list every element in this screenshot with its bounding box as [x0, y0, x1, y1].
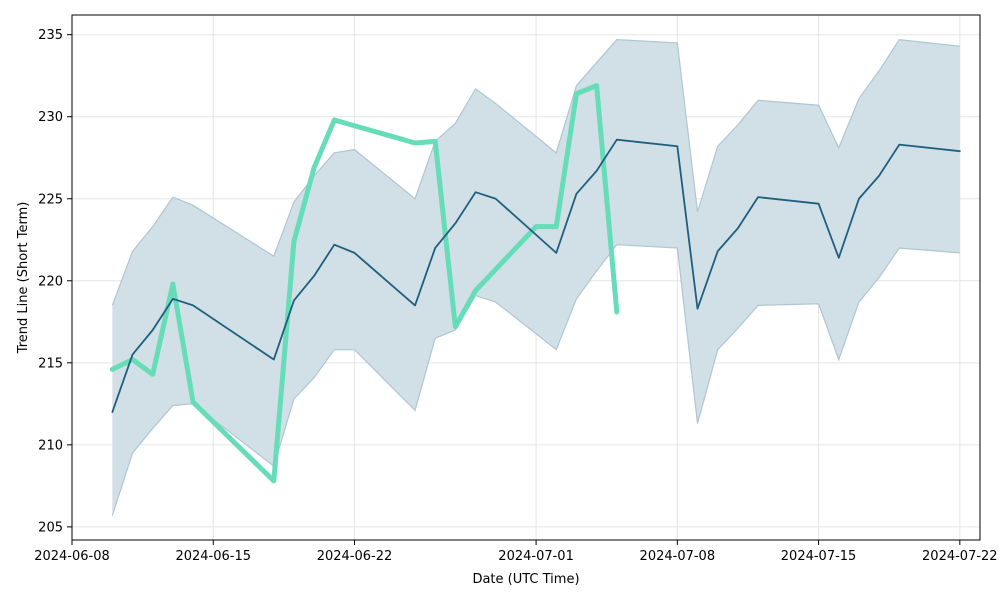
x-axis-ticks: 2024-06-08 2024-06-15 2024-06-22 2024-07-01…: [34, 540, 998, 564]
y-axis-ticks: 205 210 215 220 225 230 235: [38, 28, 72, 535]
y-axis-label: Trend Line (Short Term): [16, 202, 31, 355]
y-tick-label: 225: [38, 192, 63, 207]
y-tick-label: 220: [38, 274, 63, 289]
y-tick-label: 215: [38, 356, 63, 371]
plot-frame: [71, 14, 981, 541]
x-axis-label: Date (UTC Time): [472, 572, 579, 587]
x-tick-label: 2024-07-08: [640, 549, 716, 564]
band-lower-edge: [111, 244, 960, 516]
y-tick-label: 235: [38, 28, 63, 43]
x-tick-label: 2024-06-22: [317, 549, 393, 564]
x-tick-label: 2024-07-22: [922, 549, 998, 564]
confidence-band: [111, 38, 960, 516]
x-tick-label: 2024-06-08: [34, 549, 110, 564]
y-tick-label: 205: [38, 520, 63, 535]
series-lines: [109, 83, 961, 484]
x-tick-label: 2024-06-15: [175, 549, 251, 564]
actual-series-line: [109, 83, 620, 484]
band-upper-edge: [111, 38, 960, 306]
y-tick-label: 230: [38, 110, 63, 125]
trend-series-line: [111, 138, 961, 413]
x-tick-label: 2024-07-01: [498, 549, 574, 564]
y-tick-label: 210: [38, 438, 63, 453]
x-tick-label: 2024-07-15: [781, 549, 857, 564]
band-area: [112, 39, 960, 516]
